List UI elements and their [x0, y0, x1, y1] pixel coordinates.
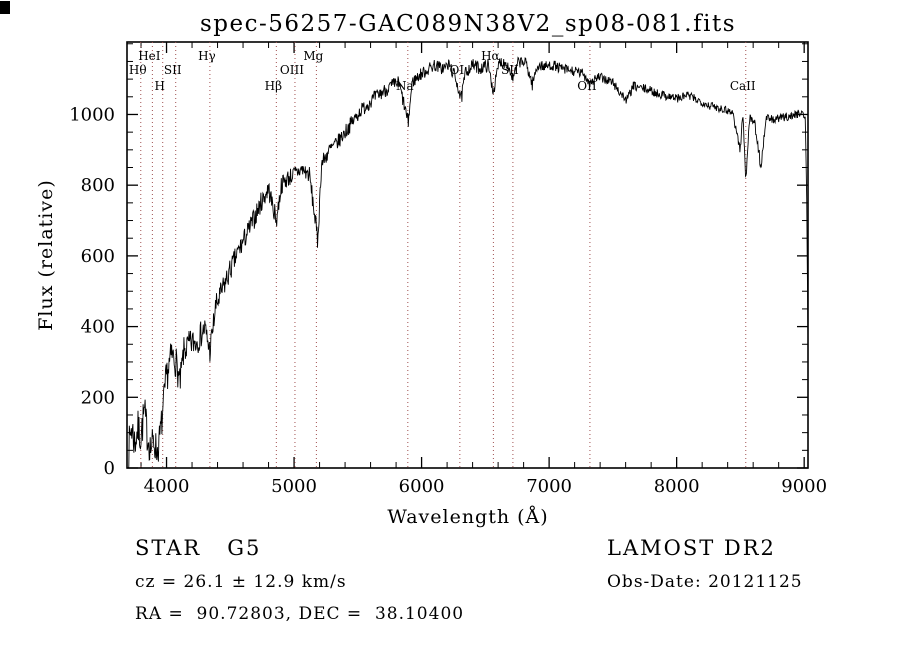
y-tick-label: 0	[104, 458, 115, 479]
spectral-line-label: OIII	[280, 63, 304, 77]
y-axis-label: Flux (relative)	[35, 179, 57, 331]
y-tick-label: 400	[81, 317, 115, 338]
y-tick-label: 1000	[69, 104, 115, 125]
spectral-line-label: HeI	[138, 49, 161, 63]
x-axis-label: Wavelength (Å)	[387, 506, 548, 528]
plot-title: spec-56257-GAC089N38V2_sp08-081.fits	[200, 11, 736, 37]
spectral-line-label: Mg	[303, 49, 323, 63]
y-tick-label: 600	[81, 246, 115, 267]
x-tick-label: 7000	[526, 476, 572, 497]
spectral-line-label: SII	[164, 63, 182, 77]
x-tick-label: 8000	[654, 476, 700, 497]
y-tick-label: 800	[81, 175, 115, 196]
obs-date: Obs-Date: 20121125	[607, 572, 803, 592]
spectral-line-label: Hθ	[129, 63, 147, 77]
plot-frame	[126, 41, 809, 469]
ra-dec-value: RA = 90.72803, DEC = 38.10400	[135, 604, 465, 624]
spectral-line-label: CaII	[730, 79, 756, 93]
spectral-line-label: Hα	[481, 49, 500, 63]
axes: 4000 5000 6000 7000 8000 9000 0 200 400 600 800 100…	[69, 41, 827, 497]
x-tick-label: 6000	[399, 476, 445, 497]
x-tick-label: 5000	[271, 476, 317, 497]
x-tick-label: 4000	[144, 476, 190, 497]
spectrum-trace	[127, 56, 809, 469]
corner-marker	[0, 1, 10, 14]
survey-label: LAMOST DR2	[607, 536, 776, 560]
cz-value: cz = 26.1 ± 12.9 km/s	[135, 572, 347, 592]
spectral-line-label: Hγ	[198, 49, 216, 63]
y-tick-label: 200	[81, 387, 115, 408]
spectral-line-label: Na	[396, 79, 414, 93]
spectral-line-label: H	[154, 79, 164, 93]
object-class-label: STAR G5	[135, 536, 262, 560]
x-tick-label: 9000	[781, 476, 827, 497]
spectral-line-label: Hβ	[265, 79, 282, 93]
